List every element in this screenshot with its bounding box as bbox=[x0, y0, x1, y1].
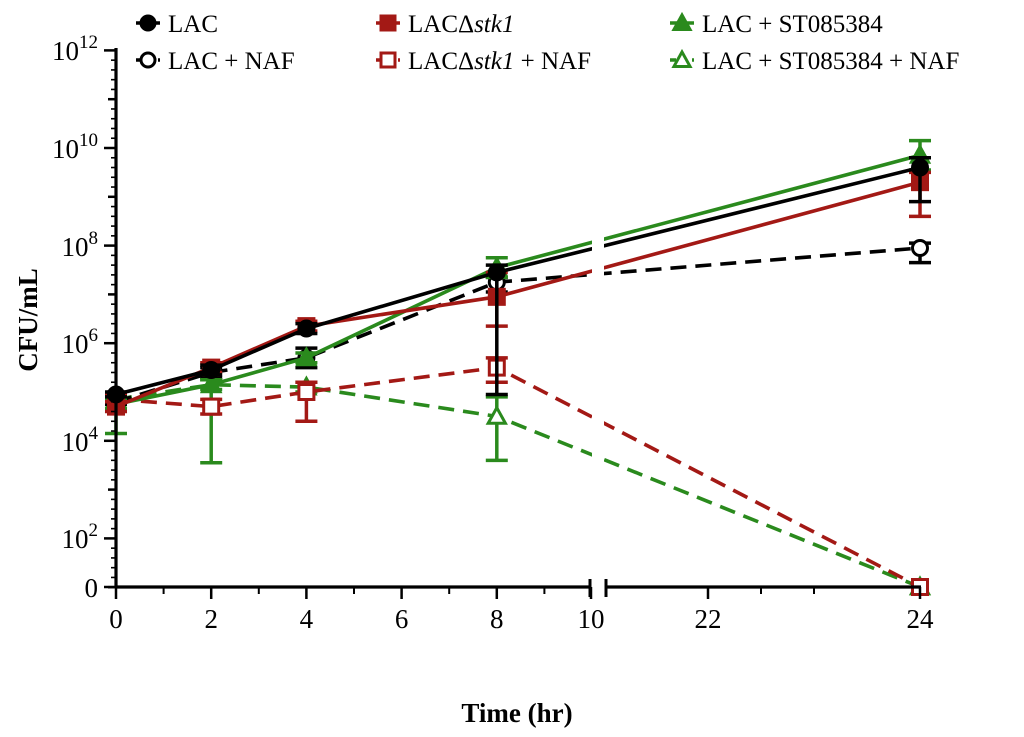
series-lac-st085384 bbox=[104, 138, 932, 413]
x-tick-label: 2 bbox=[204, 604, 218, 634]
data-point bbox=[297, 319, 316, 338]
legend-marker bbox=[379, 51, 397, 69]
series-lac-st085384-naf bbox=[104, 372, 932, 596]
x-tick-label: 10 bbox=[578, 604, 605, 634]
series-line bbox=[115, 165, 921, 397]
data-point bbox=[911, 239, 929, 258]
legend-item: LACΔstk1 + NAF bbox=[376, 48, 591, 75]
x-tick-label: 0 bbox=[109, 604, 123, 634]
legend-item: LAC + ST085384 + NAF bbox=[670, 48, 959, 75]
data-point bbox=[485, 404, 508, 425]
plot-area bbox=[104, 138, 932, 596]
axis-break-gap bbox=[592, 200, 604, 586]
y-tick-label: 1012 bbox=[52, 32, 98, 66]
legend-item: LAC bbox=[136, 11, 218, 38]
legend-marker bbox=[139, 14, 157, 32]
y-tick-label: 106 bbox=[62, 325, 99, 359]
x-tick-label: 24 bbox=[907, 604, 935, 634]
x-tick-label: 6 bbox=[395, 604, 409, 634]
data-point bbox=[295, 346, 318, 367]
data-point bbox=[487, 263, 506, 282]
legend-label: LAC + ST085384 + NAF bbox=[702, 48, 959, 75]
legend: LAC LAC + NAF LACΔstk1 LACΔstk1 + NAF LAC + … bbox=[136, 11, 959, 75]
y-tick-label: 102 bbox=[62, 520, 99, 554]
x-tick-label: 22 bbox=[695, 604, 722, 634]
series-line bbox=[115, 365, 921, 589]
legend-label: LAC + NAF bbox=[168, 48, 295, 75]
y-tick-label: 104 bbox=[62, 423, 99, 457]
x-tick-label: 4 bbox=[300, 604, 314, 634]
y-tick-label: 108 bbox=[62, 228, 99, 262]
x-axis-title: Time (hr) bbox=[461, 698, 572, 728]
legend-label: LAC + ST085384 bbox=[702, 11, 883, 38]
data-point bbox=[202, 397, 221, 416]
legend-marker bbox=[379, 14, 397, 32]
legend-item: LAC + ST085384 bbox=[670, 11, 883, 38]
legend-marker bbox=[671, 11, 693, 31]
series-line bbox=[115, 180, 921, 409]
y-axis-title: CFU/mL bbox=[13, 268, 43, 372]
y-tick-label: 1010 bbox=[52, 130, 98, 164]
legend-item: LACΔstk1 bbox=[376, 11, 514, 38]
legend-label: LACΔstk1 + NAF bbox=[408, 48, 591, 75]
y-tick-label: 0 bbox=[85, 573, 99, 603]
series-line bbox=[115, 382, 921, 589]
data-point bbox=[297, 383, 316, 401]
legend-marker bbox=[139, 51, 157, 69]
legend-marker bbox=[671, 48, 693, 68]
legend-label: LACΔstk1 bbox=[408, 11, 514, 38]
x-tick-label: 8 bbox=[490, 604, 504, 634]
data-point bbox=[911, 158, 929, 177]
series-lac-stk1-naf bbox=[105, 356, 929, 596]
data-point bbox=[200, 372, 223, 394]
legend-item: LAC + NAF bbox=[136, 48, 295, 75]
data-point bbox=[202, 361, 221, 380]
legend-label: LAC bbox=[168, 11, 218, 38]
series-lac bbox=[105, 156, 931, 404]
